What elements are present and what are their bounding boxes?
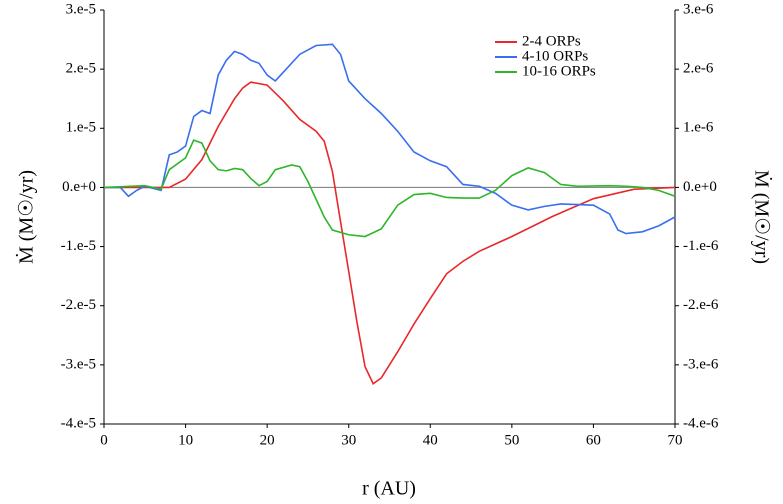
y2-axis-label: Ṁ (M☉/yr) — [750, 170, 773, 264]
x-tick-label: 40 — [423, 432, 438, 448]
x-tick-label: 10 — [178, 432, 193, 448]
y-tick-label: 2.e-5 — [66, 61, 96, 77]
y2-tick-label: 3.e-6 — [683, 1, 714, 17]
legend-label: 10-16 ORPs — [522, 63, 596, 79]
y2-tick-label: -1.e-6 — [683, 238, 719, 254]
y2-tick-label: 1.e-6 — [683, 120, 714, 136]
x-tick-label: 60 — [586, 432, 601, 448]
y2-tick-label: 2.e-6 — [683, 61, 714, 77]
y-axis-label: Ṁ (M☉/yr) — [15, 170, 38, 264]
y-tick-label: -3.e-5 — [61, 356, 96, 372]
y-tick-label: -1.e-5 — [61, 238, 96, 254]
x-tick-label: 30 — [341, 432, 356, 448]
series-line — [104, 43, 676, 235]
y2-tick-label: 0.e+0 — [683, 179, 717, 195]
x-tick-label: 70 — [668, 432, 683, 448]
x-tick-label: 20 — [260, 432, 275, 448]
x-axis-label: r (AU) — [362, 478, 416, 500]
y2-tick-label: -2.e-6 — [683, 297, 719, 313]
series-line — [103, 139, 676, 238]
y-tick-label: 1.e-5 — [66, 120, 96, 136]
x-tick-label: 0 — [100, 432, 108, 448]
y-tick-label: 3.e-5 — [66, 1, 96, 17]
y-tick-label: 0.e+0 — [62, 179, 96, 195]
legend-label: 4-10 ORPs — [522, 48, 588, 64]
legend-label: 2-4 ORPs — [522, 33, 581, 49]
y-tick-label: -2.e-5 — [61, 297, 96, 313]
y2-tick-label: -3.e-6 — [683, 356, 719, 372]
series-line — [104, 81, 676, 385]
y2-tick-label: -4.e-6 — [683, 415, 719, 431]
y-tick-label: -4.e-5 — [61, 415, 96, 431]
x-tick-label: 50 — [504, 432, 519, 448]
